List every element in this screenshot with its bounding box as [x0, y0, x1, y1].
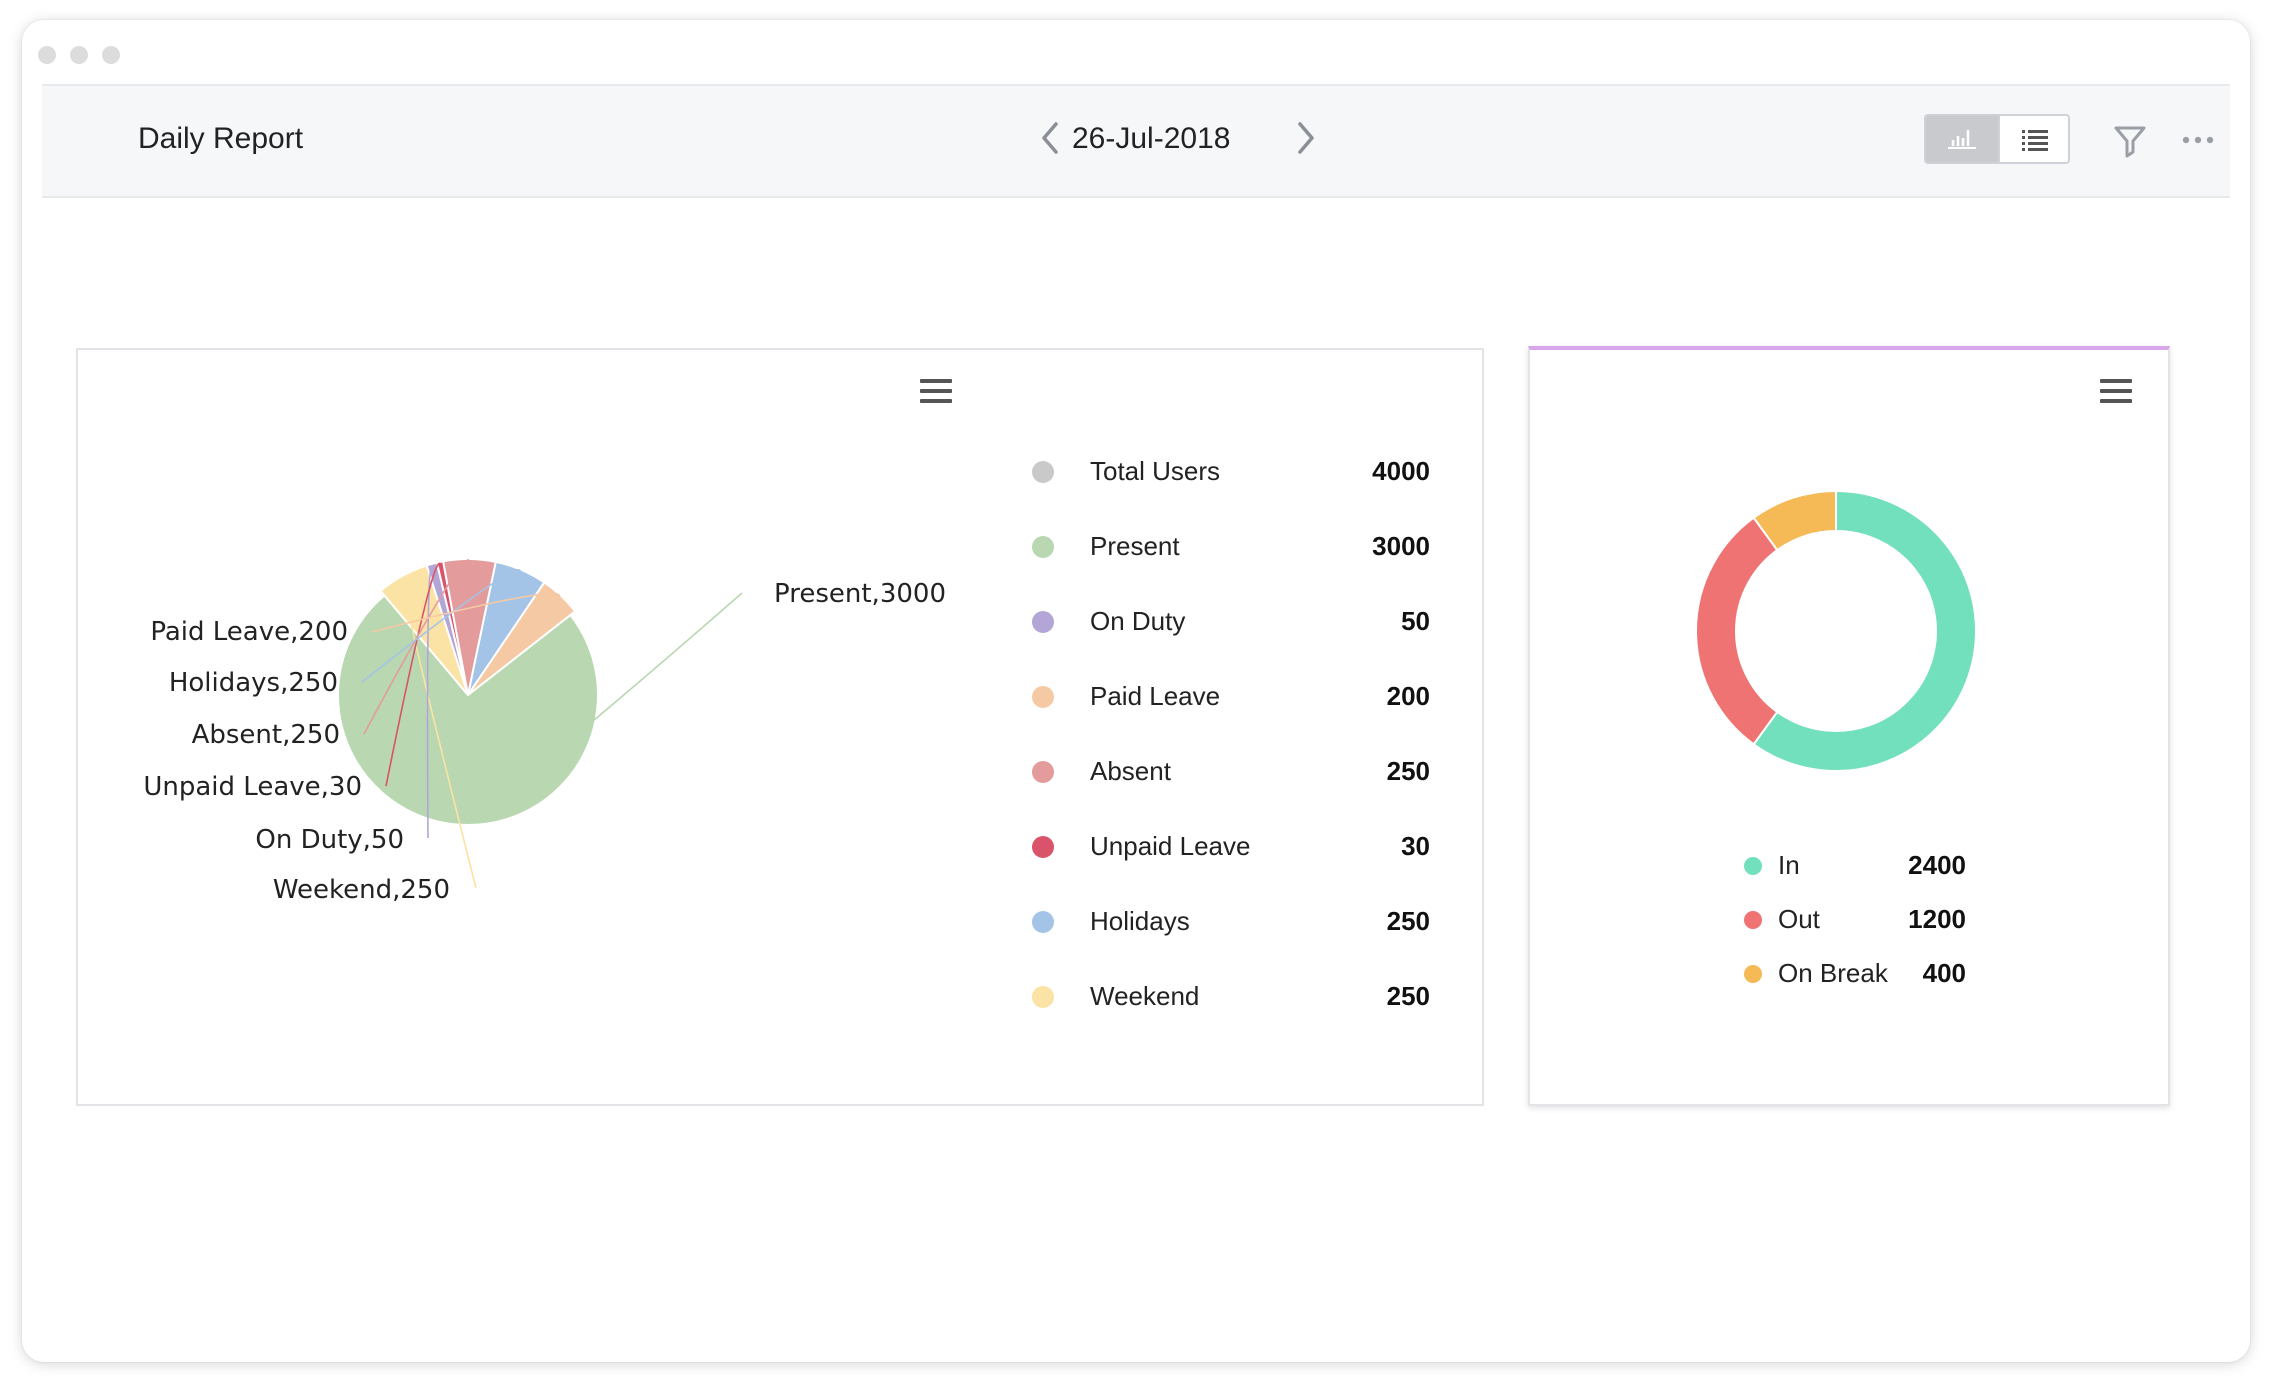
- legend-value: 4000: [1372, 456, 1430, 486]
- chevron-right-icon: [1298, 122, 1314, 154]
- window-minimize-dot[interactable]: [70, 46, 88, 64]
- donut-legend-item-on-break[interactable]: On Break 400: [1744, 954, 2004, 994]
- pie-data-label-paid-leave: Paid Leave,200: [150, 617, 348, 647]
- legend-label: On Break: [1778, 958, 1888, 988]
- pie-data-label-present: Present,3000: [774, 579, 946, 609]
- donut-slice-in[interactable]: [1752, 489, 1977, 772]
- app-window: Daily Report 26-Jul-2018: [22, 20, 2250, 1362]
- legend-dot: [1744, 911, 1762, 929]
- legend-dot: [1032, 611, 1054, 633]
- legend-dot: [1744, 965, 1762, 983]
- legend-dot: [1032, 836, 1054, 858]
- legend-label: Weekend: [1090, 981, 1200, 1011]
- donut-slice-on-break[interactable]: [1752, 489, 1837, 552]
- more-options-button[interactable]: [2178, 120, 2218, 160]
- bar-chart-icon: [1948, 130, 1976, 149]
- legend-label: Present: [1090, 531, 1180, 561]
- next-date-button[interactable]: [1286, 116, 1326, 160]
- donut-legend-item-out[interactable]: Out 1200: [1744, 900, 2004, 940]
- pie-data-label-unpaid-leave: Unpaid Leave,30: [143, 772, 362, 802]
- report-toolbar: Daily Report 26-Jul-2018: [42, 84, 2230, 198]
- legend-dot: [1032, 536, 1054, 558]
- legend-value: 30: [1401, 831, 1430, 861]
- legend-value: 50: [1401, 606, 1430, 636]
- legend-label: Holidays: [1090, 906, 1190, 936]
- pie-slice-present[interactable]: [337, 594, 599, 826]
- legend-item-paid-leave[interactable]: Paid Leave 200: [1032, 677, 1432, 717]
- legend-item-holidays[interactable]: Holidays 250: [1032, 902, 1432, 942]
- pie-connector-on-duty: [426, 565, 434, 839]
- pie-connector-unpaid-leave: [385, 562, 442, 787]
- list-icon: [2022, 130, 2048, 151]
- legend-dot: [1032, 761, 1054, 783]
- legend-item-on-duty[interactable]: On Duty 50: [1032, 602, 1432, 642]
- chart-view-button[interactable]: [1926, 116, 1998, 162]
- legend-item-total-users[interactable]: Total Users 4000: [1032, 452, 1432, 492]
- legend-value: 2400: [1908, 850, 1966, 880]
- pie-data-label-weekend: Weekend,250: [273, 875, 450, 905]
- more-horizontal-icon: [2182, 136, 2214, 144]
- legend-value: 250: [1386, 906, 1430, 936]
- attendance-pie-chart: Present,3000 Weekend,250 On Duty,50 Unpaid …: [143, 558, 946, 905]
- legend-item-weekend[interactable]: Weekend 250: [1032, 977, 1432, 1017]
- legend-value: 250: [1386, 981, 1430, 1011]
- chart-menu-button[interactable]: [918, 376, 954, 406]
- legend-dot: [1032, 911, 1054, 933]
- list-view-button[interactable]: [1998, 116, 2068, 162]
- filter-button[interactable]: [2110, 120, 2150, 160]
- page-title: Daily Report: [138, 122, 304, 155]
- current-date: 26-Jul-2018: [1072, 122, 1231, 155]
- legend-label: Paid Leave: [1090, 681, 1221, 711]
- pie-slice-paid-leave[interactable]: [467, 581, 577, 696]
- legend-label: Total Users: [1090, 456, 1221, 486]
- legend-label: Absent: [1090, 756, 1171, 786]
- window-zoom-dot[interactable]: [102, 46, 120, 64]
- chevron-left-icon: [1042, 122, 1058, 154]
- legend-label: On Duty: [1090, 606, 1186, 636]
- view-toggle: [1924, 114, 2070, 164]
- legend-value: 400: [1922, 958, 1966, 988]
- prev-date-button[interactable]: [1032, 116, 1072, 160]
- legend-dot: [1744, 857, 1762, 875]
- pie-data-label-holidays: Holidays,250: [169, 668, 338, 698]
- legend-value: 3000: [1372, 531, 1430, 561]
- donut-menu-button[interactable]: [2098, 376, 2134, 406]
- legend-label: Unpaid Leave: [1090, 831, 1251, 861]
- legend-label: Out: [1778, 904, 1820, 934]
- donut-legend-item-in[interactable]: In 2400: [1744, 846, 2004, 886]
- legend-value: 250: [1386, 756, 1430, 786]
- window-close-dot[interactable]: [38, 46, 56, 64]
- legend-dot: [1032, 461, 1054, 483]
- presence-status-card: In 2400 Out 1200 On Break 400: [1528, 346, 2170, 1106]
- legend-value: 1200: [1908, 904, 1966, 934]
- legend-value: 200: [1386, 681, 1430, 711]
- pie-connector-holidays: [361, 569, 521, 683]
- pie-connector-paid-leave: [371, 592, 561, 633]
- presence-donut-chart: [1695, 489, 1977, 772]
- filter-icon: [2114, 126, 2146, 158]
- legend-item-absent[interactable]: Absent 250: [1032, 752, 1432, 792]
- donut-slice-out[interactable]: [1695, 516, 1779, 746]
- legend-label: In: [1778, 850, 1800, 880]
- legend-item-present[interactable]: Present 3000: [1032, 527, 1432, 567]
- legend-dot: [1032, 986, 1054, 1008]
- attendance-summary-card: Present,3000 Weekend,250 On Duty,50 Unpaid …: [76, 348, 1484, 1106]
- hamburger-menu-icon: [920, 379, 952, 403]
- hamburger-menu-icon: [2100, 379, 2132, 403]
- legend-item-unpaid-leave[interactable]: Unpaid Leave 30: [1032, 827, 1432, 867]
- pie-data-label-on-duty: On Duty,50: [255, 825, 404, 855]
- pie-connector-absent: [363, 559, 471, 735]
- legend-dot: [1032, 686, 1054, 708]
- pie-data-label-absent: Absent,250: [192, 720, 340, 750]
